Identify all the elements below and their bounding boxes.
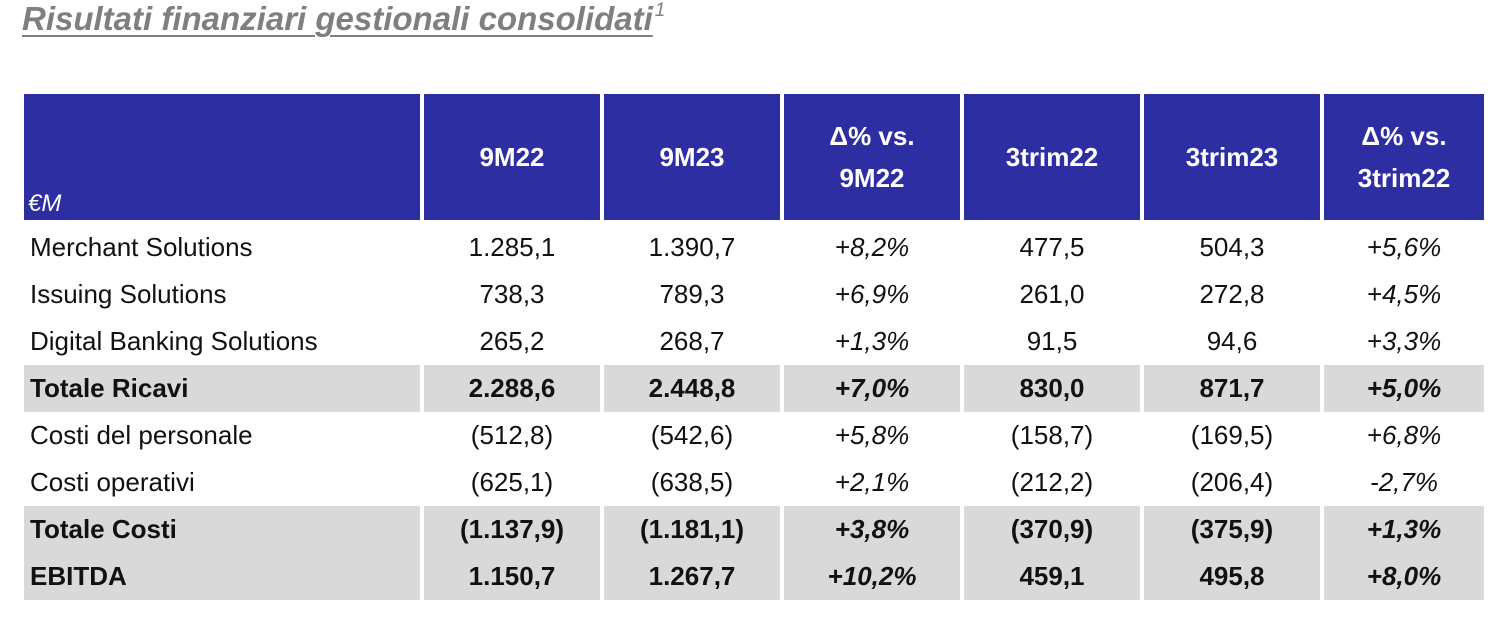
row-label: Digital Banking Solutions [24,318,424,365]
financial-results-table: €M 9M22 9M23 Δ% vs. 9M22 3trim22 3trim23 … [24,94,1484,600]
table-cell: (375,9) [1144,506,1324,553]
row-label: Totale Costi [24,506,424,553]
table-cell: +7,0% [784,365,964,412]
table-cell: +4,5% [1366,279,1442,309]
table-row: Totale Costi (1.137,9) (1.181,1) +3,8% (370,… [24,506,1484,553]
table-cell: +6,9% [784,271,964,318]
table-row: Costi operativi (625,1) (638,5) +2,1% (212,2… [24,459,1484,506]
row-label: Issuing Solutions [24,271,424,318]
table-cell: (638,5) [604,459,784,506]
table-cell: +5,0% [1324,365,1484,412]
table-cell: 1.285,1 [424,224,604,271]
table-cell: +10,2% [784,553,964,600]
header-row: €M 9M22 9M23 Δ% vs. 9M22 3trim22 3trim23 … [24,94,1484,224]
row-label: Costi del personale [24,412,424,459]
table-cell: (158,7) [964,412,1144,459]
table-cell: +5,6% [1366,232,1442,262]
header-3trim23: 3trim23 [1144,94,1324,224]
table-cell: +1,3% [1324,506,1484,553]
table-cell: +3,8% [784,506,964,553]
header-delta-3trim22: Δ% vs. 3trim22 [1324,94,1484,224]
document-title: Risultati finanziari gestionali consolid… [22,0,665,38]
table-cell: 504,3 [1144,224,1324,271]
row-label: Merchant Solutions [24,224,424,271]
header-9m22: 9M22 [424,94,604,224]
table-cell: +6,8% [1366,420,1442,450]
table-cell: 789,3 [604,271,784,318]
table-cell: 1.390,7 [604,224,784,271]
table-row: Totale Ricavi 2.288,6 2.448,8 +7,0% 830,0 871… [24,365,1484,412]
table-body: Merchant Solutions 1.285,1 1.390,7 +8,2% 477… [24,224,1484,600]
row-label: Totale Ricavi [24,365,424,412]
table-cell: 94,6 [1144,318,1324,365]
document-title-text: Risultati finanziari gestionali consolid… [22,0,653,37]
table-cell: 738,3 [424,271,604,318]
table-cell: 1.150,7 [424,553,604,600]
table-row: Issuing Solutions 738,3 789,3 +6,9% 261,0 272… [24,271,1484,318]
header-9m23: 9M23 [604,94,784,224]
table-cell: 459,1 [964,553,1144,600]
footnote-marker: 1 [654,0,666,21]
table-cell: +2,1% [784,459,964,506]
table-cell: 91,5 [964,318,1144,365]
table-cell: 2.448,8 [604,365,784,412]
unit-label: €M [24,94,424,224]
table-cell: 495,8 [1144,553,1324,600]
table-cell: (212,2) [964,459,1144,506]
table-cell: +8,0% [1324,553,1484,600]
table-cell: +8,2% [784,224,964,271]
table-cell: (370,9) [964,506,1144,553]
table-row: Digital Banking Solutions 265,2 268,7 +1,3%… [24,318,1484,365]
row-label: EBITDA [24,553,424,600]
table-cell: 261,0 [964,271,1144,318]
table-cell: 477,5 [964,224,1144,271]
table-cell: (1.137,9) [424,506,604,553]
table-cell: +5,8% [784,412,964,459]
table-cell: -2,7% [1370,467,1438,497]
table-cell: (169,5) [1144,412,1324,459]
table-cell: (206,4) [1144,459,1324,506]
table-cell: (625,1) [424,459,604,506]
table-cell: (512,8) [424,412,604,459]
table-row: EBITDA 1.150,7 1.267,7 +10,2% 459,1 495,8 +8,0… [24,553,1484,600]
table-cell: (1.181,1) [604,506,784,553]
table-cell: 830,0 [964,365,1144,412]
table-row: Costi del personale (512,8) (542,6) +5,8% (1… [24,412,1484,459]
table-header: €M 9M22 9M23 Δ% vs. 9M22 3trim22 3trim23 … [24,94,1484,224]
table-cell: 268,7 [604,318,784,365]
table-cell: 272,8 [1144,271,1324,318]
table-cell: 265,2 [424,318,604,365]
header-delta-9m22: Δ% vs. 9M22 [784,94,964,224]
table-cell: +1,3% [784,318,964,365]
table-cell: 1.267,7 [604,553,784,600]
header-3trim22: 3trim22 [964,94,1144,224]
table-cell: 2.288,6 [424,365,604,412]
table-cell: +3,3% [1366,326,1442,356]
table-row: Merchant Solutions 1.285,1 1.390,7 +8,2% 477… [24,224,1484,271]
table-cell: (542,6) [604,412,784,459]
table-cell: 871,7 [1144,365,1324,412]
row-label: Costi operativi [24,459,424,506]
